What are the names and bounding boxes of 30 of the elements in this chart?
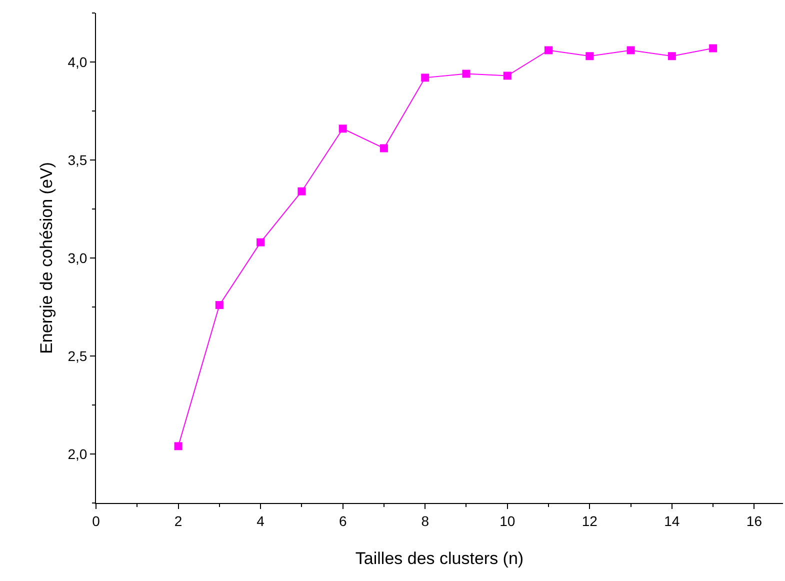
y-tick-label: 4,0 bbox=[68, 54, 88, 70]
point bbox=[626, 46, 635, 54]
point bbox=[256, 238, 265, 246]
point bbox=[380, 144, 388, 152]
x-tick-label: 4 bbox=[256, 512, 265, 529]
y-tick-label: 2,5 bbox=[68, 348, 88, 364]
x-tick-label: 10 bbox=[500, 512, 516, 529]
point bbox=[503, 72, 512, 80]
x-axis-title: Tailles des clusters (n) bbox=[355, 549, 524, 568]
y-tick-label: 3,5 bbox=[68, 152, 88, 168]
point bbox=[421, 74, 430, 82]
point bbox=[709, 44, 718, 52]
x-tick-label: 14 bbox=[664, 512, 680, 529]
point bbox=[586, 52, 594, 60]
point bbox=[174, 442, 182, 450]
y-tick-label: 2,0 bbox=[68, 446, 88, 462]
x-tick-label: 12 bbox=[582, 512, 598, 529]
x-tick-label: 2 bbox=[174, 512, 182, 529]
y-tick-label: 3,0 bbox=[68, 250, 88, 266]
x-tick-label: 16 bbox=[746, 512, 762, 529]
point bbox=[544, 46, 553, 54]
point bbox=[215, 301, 224, 310]
x-tick-label: 0 bbox=[92, 512, 100, 529]
point bbox=[298, 187, 306, 196]
point bbox=[462, 70, 470, 78]
x-tick-label: 6 bbox=[338, 512, 347, 529]
y-axis-title: Energie de cohésion (eV) bbox=[37, 162, 56, 354]
point bbox=[668, 52, 676, 60]
point bbox=[338, 124, 347, 133]
x-tick-label: 8 bbox=[421, 512, 430, 529]
